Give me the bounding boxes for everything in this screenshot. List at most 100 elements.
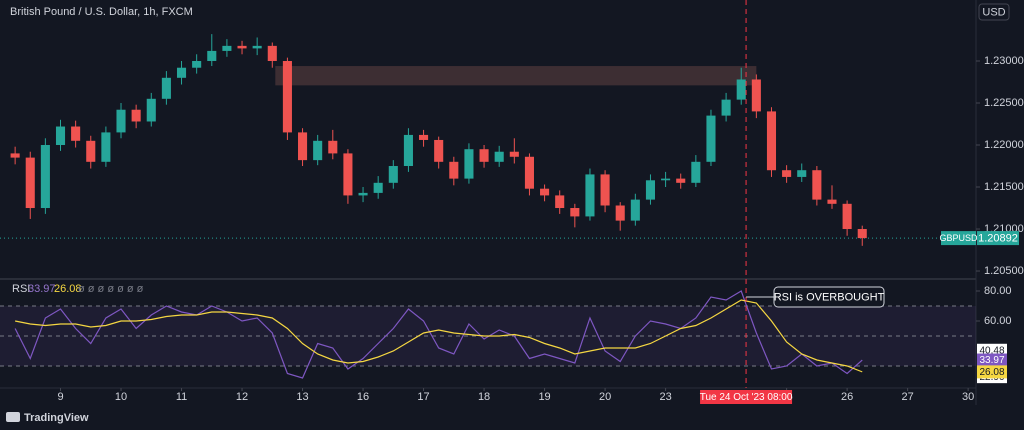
candle-body [10, 153, 20, 158]
currency-box[interactable] [978, 3, 1010, 21]
rsi-scale-box [977, 353, 1007, 367]
x-tick-label: 12 [236, 391, 248, 403]
x-tick-label: 26 [841, 391, 853, 403]
rsi-ma-value: 26.08 [54, 283, 82, 295]
candle-body [373, 182, 383, 193]
candle-body [237, 45, 247, 49]
rsi-ma-line [15, 299, 863, 373]
candle-body [298, 132, 308, 161]
candle-body [630, 199, 640, 221]
candle-body [691, 161, 701, 183]
symbol-box [941, 231, 976, 246]
candle-body [131, 109, 141, 122]
y-tick-label: 1.23000 [984, 55, 1024, 67]
rsi-scale-box [977, 365, 1007, 379]
candle-body [55, 126, 66, 146]
candle-body [101, 132, 111, 162]
candle-body [449, 161, 459, 179]
symbol-label: GBPUSD [939, 233, 978, 243]
candle-body [782, 170, 792, 177]
chart-title: British Pound / U.S. Dollar, 1h, FXCM [10, 6, 193, 18]
x-tick-label: 19 [538, 391, 550, 403]
candle-body [313, 140, 323, 161]
x-tick-label: 27 [902, 391, 914, 403]
candle-body [570, 208, 580, 217]
rsi-scale-label: 40.48 [979, 345, 1004, 356]
candle-body [161, 77, 171, 99]
currency[interactable]: USD [982, 6, 1005, 18]
candle-body [766, 111, 777, 171]
candle-body [751, 79, 761, 112]
x-tick-label: 20 [599, 391, 611, 403]
candle-body [509, 151, 519, 157]
candle-body [812, 170, 822, 200]
x-tick-label: 16 [357, 391, 369, 403]
candle-body [736, 79, 746, 100]
y-tick-label: 1.22500 [984, 97, 1024, 109]
candle-body [358, 192, 368, 196]
rsi-scale-label: 33.97 [979, 355, 1004, 366]
candle-body [207, 50, 217, 61]
marks: 1.205001.210001.215001.220001.225001.230… [0, 0, 1024, 404]
candle-body [419, 134, 429, 140]
x-tick-label: 17 [417, 391, 429, 403]
candle-body [555, 195, 565, 209]
candle-body [267, 45, 277, 61]
y-tick-label: 1.20500 [984, 265, 1024, 277]
rsi-inputs: ø ø ø ø ø ø ø [78, 283, 144, 295]
candle-body [479, 149, 489, 162]
rsi-name: RSI [12, 283, 30, 295]
candle-body [343, 153, 353, 196]
logo-icon [6, 412, 20, 422]
crosshair-label: Tue 24 Oct '23 08:00 [700, 392, 793, 403]
x-tick-label: 23 [659, 391, 671, 403]
x-tick-label: 9 [57, 391, 63, 403]
candle-body [857, 229, 867, 239]
candle-body [192, 60, 202, 68]
candle-body [40, 145, 50, 209]
candle-body [676, 178, 686, 183]
zone [275, 66, 757, 86]
candle-body [600, 174, 610, 206]
candle-body [252, 45, 262, 49]
candle-body [842, 203, 852, 230]
candle-body [540, 188, 550, 196]
candle-body [86, 140, 96, 162]
rsi-tick-label: 80.00 [984, 285, 1012, 297]
candle-body [524, 156, 534, 189]
candle-body [721, 99, 731, 116]
candle-body [797, 170, 807, 177]
candle-body [282, 60, 292, 133]
x-tick-label: 11 [176, 391, 187, 403]
candle-body [615, 205, 625, 221]
candle-body [585, 174, 595, 217]
candle-body [176, 67, 187, 78]
candle-body [464, 149, 474, 179]
annotation-box [773, 286, 885, 308]
candle-body [71, 126, 81, 141]
candle-body [494, 151, 504, 162]
candle-body [403, 134, 413, 167]
candle-body [116, 109, 126, 133]
candle-body [146, 98, 156, 122]
candle-body [328, 140, 338, 154]
branding: TradingView [24, 412, 89, 424]
rsi-tick-label: 60.00 [984, 315, 1012, 327]
rsi-scale-label: 26.08 [979, 367, 1004, 378]
candle-body [222, 45, 232, 51]
candle-body [661, 178, 671, 181]
candle-body [25, 157, 35, 209]
x-tick-label: 18 [478, 391, 490, 403]
rsi-line [14, 290, 863, 379]
candle-body [645, 180, 656, 200]
rsi-scale-box [977, 343, 1007, 357]
rsi-value: 33.97 [28, 283, 56, 295]
candle-body [434, 139, 444, 162]
last-price-box [977, 231, 1019, 246]
x-tick-label: 13 [296, 391, 308, 403]
x-tick-label: 30 [962, 391, 974, 403]
candle-body [827, 199, 837, 204]
candle-body [706, 115, 716, 162]
